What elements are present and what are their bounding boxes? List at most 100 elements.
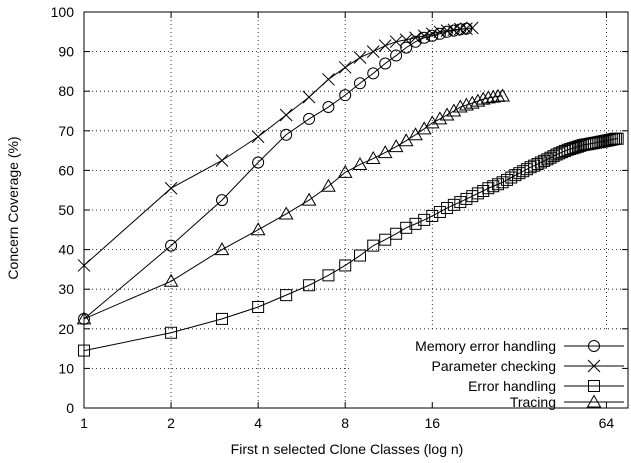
legend-circle-marker — [588, 340, 600, 352]
data-point-cross-marker — [338, 61, 352, 74]
data-point-triangle-marker — [377, 145, 393, 159]
data-point-square-marker — [611, 132, 624, 145]
data-point-square-marker — [322, 269, 335, 282]
x-axis-title: First n selected Clone Classes (log n) — [231, 441, 464, 457]
series-parameter-checking — [77, 21, 479, 272]
data-point-circle-marker — [433, 27, 446, 40]
data-point-square-marker — [528, 159, 541, 172]
data-point-triangle-marker — [475, 91, 491, 105]
x-tick-label: 4 — [254, 415, 262, 431]
data-point-square-marker — [571, 140, 584, 153]
data-point-square-marker — [441, 202, 454, 215]
data-point-cross-marker — [417, 29, 431, 43]
y-tick-label: 70 — [58, 123, 74, 139]
y-tick-label: 60 — [58, 162, 74, 178]
data-point-circle-marker — [354, 77, 367, 90]
data-point-triangle-marker — [432, 111, 448, 125]
x-tick-label: 1 — [80, 415, 88, 431]
legend-triangle-marker — [586, 394, 602, 408]
series-line-parameter-checking — [83, 27, 473, 266]
data-point-square-marker — [541, 153, 554, 166]
data-point-triangle-marker — [459, 97, 474, 111]
data-point-square-marker — [496, 176, 509, 189]
data-point-cross-marker — [378, 39, 392, 53]
data-point-circle-marker — [165, 239, 178, 252]
legend-square-marker — [588, 380, 600, 392]
data-point-square-marker — [433, 205, 446, 218]
legend: Memory error handling Parameter checking E… — [415, 338, 624, 410]
data-point-square-marker — [534, 156, 547, 169]
data-point-square-marker — [492, 178, 505, 191]
data-point-triangle-marker — [480, 90, 496, 104]
data-point-square-marker — [482, 182, 495, 195]
data-point-square-marker — [454, 196, 467, 209]
data-point-square-marker — [538, 154, 551, 167]
data-point-circle-marker — [367, 67, 380, 80]
series-error-handling — [78, 132, 624, 357]
data-point-square-marker — [426, 209, 439, 222]
data-point-triangle-marker — [337, 164, 353, 178]
data-point-square-marker — [505, 171, 518, 184]
data-point-cross-marker — [251, 130, 265, 144]
x-tick-label: 8 — [341, 415, 349, 431]
series-layer — [76, 21, 624, 357]
data-point-square-marker — [165, 326, 178, 339]
x-tick-label: 64 — [599, 415, 615, 431]
data-point-circle-marker — [400, 41, 413, 54]
data-point-square-marker — [409, 217, 422, 230]
legend-item: Error handling — [468, 378, 624, 394]
data-point-square-marker — [252, 301, 265, 314]
data-point-triangle-marker — [365, 151, 381, 165]
data-point-triangle-marker — [278, 206, 294, 220]
data-point-square-marker — [500, 173, 513, 186]
data-point-triangle-marker — [470, 93, 486, 107]
data-point-circle-marker — [252, 156, 265, 169]
plot-frame — [83, 11, 629, 409]
legend-item: Parameter checking — [431, 358, 624, 374]
data-point-cross-marker — [465, 21, 479, 35]
data-point-square-marker — [569, 141, 582, 154]
data-point-cross-marker — [215, 154, 229, 167]
series-line-memory-error-handling — [83, 28, 467, 320]
data-point-triangle-marker — [301, 192, 317, 206]
data-point-square-marker — [78, 344, 90, 357]
y-tick-label: 20 — [58, 321, 74, 337]
legend-item: Memory error handling — [415, 338, 624, 354]
data-point-triangle-marker — [76, 311, 92, 325]
data-point-circle-marker — [418, 31, 431, 44]
data-point-square-marker — [418, 213, 431, 226]
legend-label: Memory error handling — [415, 338, 556, 354]
data-point-square-marker — [400, 221, 413, 234]
data-point-triangle-marker — [452, 99, 468, 113]
data-point-cross-marker — [279, 108, 293, 122]
data-point-triangle-marker — [424, 115, 440, 129]
data-point-triangle-marker — [495, 88, 510, 102]
data-point-triangle-marker — [446, 103, 462, 117]
data-point-square-marker — [303, 279, 316, 292]
data-point-square-marker — [339, 259, 352, 272]
legend-item: Tracing — [510, 394, 624, 410]
data-point-cross-marker — [302, 90, 316, 104]
data-point-triangle-marker — [352, 156, 368, 170]
x-tick-label: 2 — [167, 415, 175, 431]
data-point-circle-marker — [280, 128, 293, 141]
data-point-square-marker — [487, 180, 500, 193]
series-tracing — [76, 88, 510, 325]
y-axis-title: Concern Coverage (%) — [5, 136, 21, 279]
axes-layer: 0 10 20 30 40 50 60 70 80 90 100 1 2 4 8 16 64 — [51, 4, 629, 431]
y-tick-label: 40 — [58, 242, 74, 258]
data-point-triangle-marker — [250, 222, 266, 236]
data-point-triangle-marker — [464, 95, 480, 109]
data-point-cross-marker — [409, 31, 422, 45]
data-point-square-marker — [531, 158, 544, 171]
data-point-square-marker — [509, 169, 522, 182]
data-point-circle-marker — [426, 29, 439, 42]
data-point-circle-marker — [216, 194, 229, 207]
data-point-square-marker — [280, 289, 293, 302]
data-point-square-marker — [574, 139, 587, 152]
x-tick-label: 16 — [424, 415, 440, 431]
data-point-cross-marker — [425, 27, 439, 41]
data-point-circle-marker — [379, 57, 392, 70]
data-point-square-marker — [524, 161, 537, 174]
data-point-cross-marker — [447, 23, 461, 37]
